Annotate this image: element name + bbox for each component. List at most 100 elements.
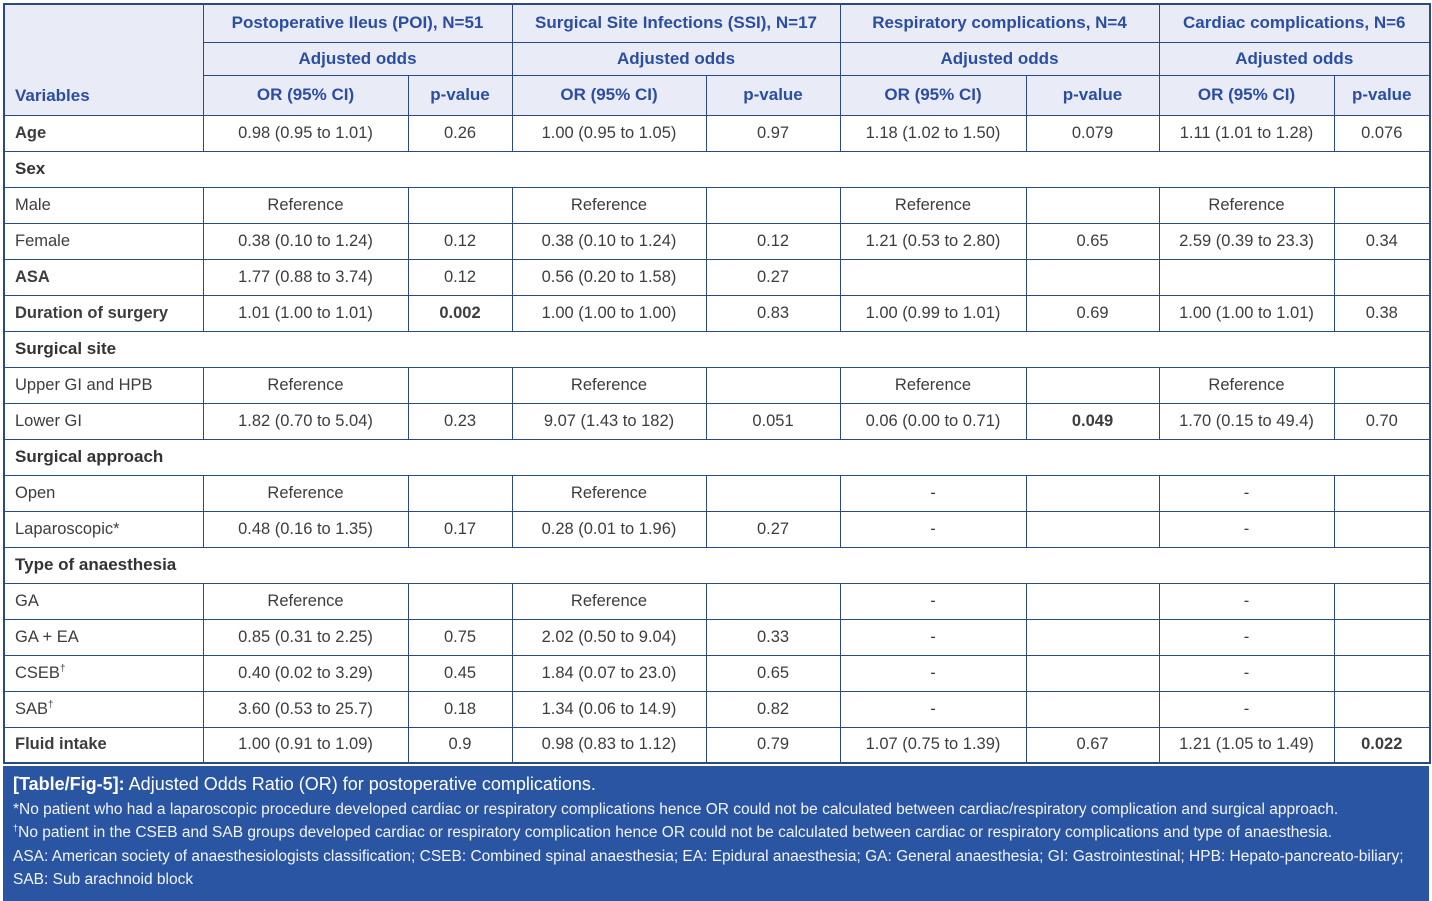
p-header-ssi: p-value (705, 74, 841, 116)
p-value-cell (1333, 186, 1431, 224)
or-header-cardiac: OR (95% CI) (1158, 74, 1335, 116)
table-row: Male Reference Reference Reference Reference (3, 186, 1431, 224)
p-value-cell (1333, 474, 1431, 512)
section-row: Surgical site (3, 330, 1431, 368)
or-value-cell: Reference (839, 186, 1027, 224)
p-value-cell: 0.076 (1333, 114, 1431, 152)
variable-label: Male (3, 186, 204, 224)
or-value-cell: 1.77 (0.88 to 3.74) (202, 258, 409, 296)
or-value-cell: 1.21 (1.05 to 1.49) (1158, 726, 1335, 764)
p-header-respiratory: p-value (1025, 74, 1160, 116)
variable-label: CSEB† (3, 654, 204, 692)
group-title-respiratory: Respiratory complications, N=4 (839, 3, 1160, 43)
p-value-cell (1025, 366, 1160, 404)
or-value-cell: 0.28 (0.01 to 1.96) (511, 510, 707, 548)
p-value-cell: 0.17 (407, 510, 513, 548)
variable-label: Age (3, 114, 204, 152)
or-value-cell: 1.11 (1.01 to 1.28) (1158, 114, 1335, 152)
p-value-cell (1025, 654, 1160, 692)
table-row: ASA 1.77 (0.88 to 3.74) 0.12 0.56 (0.20 to … (3, 258, 1431, 296)
p-value-cell: 0.33 (705, 618, 841, 656)
adjusted-odds-poi: Adjusted odds (202, 41, 513, 76)
p-value-cell: 0.18 (407, 690, 513, 728)
section-row: Surgical approach (3, 438, 1431, 476)
adjusted-odds-cardiac: Adjusted odds (1158, 41, 1431, 76)
p-value-cell (705, 366, 841, 404)
variable-label: Upper GI and HPB (3, 366, 204, 404)
or-value-cell: 1.70 (0.15 to 49.4) (1158, 402, 1335, 440)
caption-label: [Table/Fig-5]: (13, 774, 125, 794)
or-value-cell: 0.48 (0.16 to 1.35) (202, 510, 409, 548)
or-value-cell: 0.06 (0.00 to 0.71) (839, 402, 1027, 440)
or-value-cell: 1.00 (1.00 to 1.01) (1158, 294, 1335, 332)
variable-label: GA + EA (3, 618, 204, 656)
or-value-cell: - (839, 582, 1027, 620)
or-value-cell: 0.98 (0.83 to 1.12) (511, 726, 707, 764)
footnote-line: *No patient who had a laparoscopic proce… (13, 801, 1339, 818)
footnote-marker: † (13, 823, 19, 834)
or-value-cell (839, 258, 1027, 296)
p-value-cell (407, 186, 513, 224)
p-value-cell (1333, 366, 1431, 404)
p-value-cell: 0.022 (1333, 726, 1431, 764)
p-value-cell: 0.65 (1025, 222, 1160, 260)
or-value-cell: 1.82 (0.70 to 5.04) (202, 402, 409, 440)
p-value-cell: 0.70 (1333, 402, 1431, 440)
group-title-poi: Postoperative Ileus (POI), N=51 (202, 3, 513, 43)
p-value-cell (1333, 690, 1431, 728)
p-value-cell (1025, 618, 1160, 656)
or-value-cell: 0.38 (0.10 to 1.24) (511, 222, 707, 260)
or-value-cell: - (839, 618, 1027, 656)
p-value-cell (1025, 690, 1160, 728)
p-value-cell (705, 474, 841, 512)
p-value-cell (407, 582, 513, 620)
p-value-cell: 0.27 (705, 510, 841, 548)
table-row: Fluid intake 1.00 (0.91 to 1.09) 0.9 0.98 (… (3, 726, 1431, 764)
or-value-cell: Reference (511, 366, 707, 404)
p-value-cell: 0.75 (407, 618, 513, 656)
adjusted-odds-respiratory: Adjusted odds (839, 41, 1160, 76)
subtitle-header-row: Adjusted odds Adjusted odds Adjusted odd… (4, 41, 1431, 76)
section-label: Sex (3, 150, 1431, 188)
or-value-cell: Reference (202, 186, 409, 224)
or-value-cell: 3.60 (0.53 to 25.7) (202, 690, 409, 728)
p-value-cell (1333, 654, 1431, 692)
section-label: Surgical approach (3, 438, 1431, 476)
p-value-cell: 0.82 (705, 690, 841, 728)
or-value-cell: - (1158, 474, 1335, 512)
or-value-cell: - (839, 690, 1027, 728)
or-value-cell (1158, 258, 1335, 296)
p-value-cell (1333, 618, 1431, 656)
section-label: Type of anaesthesia (3, 546, 1431, 584)
or-value-cell: - (1158, 582, 1335, 620)
footnote-line: ASA: American society of anaesthesiologi… (13, 847, 1404, 888)
table-figure: Variables Postoperative Ileus (POI), N=5… (3, 3, 1431, 901)
p-value-cell: 0.049 (1025, 402, 1160, 440)
table-row: Open Reference Reference - - (3, 474, 1431, 512)
p-value-cell: 0.002 (407, 294, 513, 332)
p-value-cell: 0.45 (407, 654, 513, 692)
p-value-cell: 0.65 (705, 654, 841, 692)
or-value-cell: 0.85 (0.31 to 2.25) (202, 618, 409, 656)
p-value-cell: 0.12 (705, 222, 841, 260)
variable-label: Laparoscopic* (3, 510, 204, 548)
or-value-cell: 1.00 (0.91 to 1.09) (202, 726, 409, 764)
or-value-cell: Reference (511, 582, 707, 620)
adjusted-odds-ssi: Adjusted odds (511, 41, 841, 76)
or-value-cell: 2.02 (0.50 to 9.04) (511, 618, 707, 656)
p-value-cell (1025, 186, 1160, 224)
table-row: Age 0.98 (0.95 to 1.01) 0.26 1.00 (0.95 to … (3, 114, 1431, 152)
p-value-cell: 0.12 (407, 222, 513, 260)
p-value-cell (1333, 258, 1431, 296)
section-row: Sex (3, 150, 1431, 188)
footnote-line: †No patient in the CSEB and SAB groups d… (13, 823, 1333, 842)
or-value-cell: 1.07 (0.75 to 1.39) (839, 726, 1027, 764)
variable-label: Fluid intake (3, 726, 204, 764)
variable-label: SAB† (3, 690, 204, 728)
p-value-cell: 0.38 (1333, 294, 1431, 332)
dagger-marker: † (48, 699, 54, 710)
p-value-cell (1025, 258, 1160, 296)
p-value-cell: 0.79 (705, 726, 841, 764)
or-header-ssi: OR (95% CI) (511, 74, 707, 116)
or-value-cell: - (1158, 690, 1335, 728)
